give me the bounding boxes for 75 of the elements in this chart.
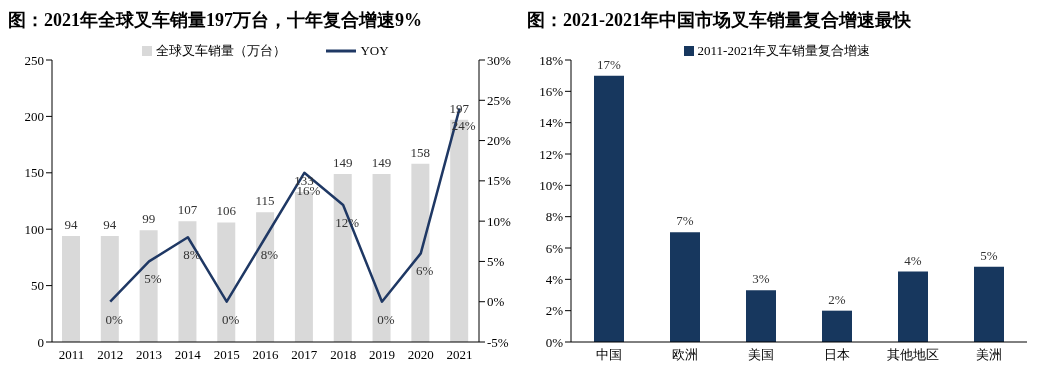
y-tick-label: 0 (37, 334, 44, 350)
data-label: 5% (980, 247, 998, 263)
data-label: 94 (64, 216, 78, 232)
x-tick-label: 2013 (136, 347, 163, 363)
y2-tick-label: 0% (487, 294, 505, 310)
data-label: 17% (597, 56, 622, 72)
x-tick-label: 2014 (174, 347, 202, 363)
bar (974, 266, 1004, 342)
y-tick-label: 12% (539, 146, 564, 162)
y-tick-label: 6% (545, 240, 564, 256)
chart-title: 图：2021-2021年中国市场叉车销量复合增速最快 (527, 9, 912, 32)
y-tick-label: 200 (24, 109, 44, 125)
y-tick-label: 100 (24, 221, 44, 237)
bar (746, 290, 776, 342)
data-label: 6% (416, 263, 434, 279)
bar (594, 75, 624, 342)
data-label: 107 (177, 202, 198, 218)
legend-label: 2011-2021年叉车销量复合增速 (697, 42, 871, 60)
data-label: 5% (144, 271, 162, 287)
y-tick-label: 0% (545, 334, 564, 350)
y-tick-label: 250 (24, 52, 44, 68)
y2-tick-label: 5% (487, 254, 505, 270)
data-label: 0% (222, 311, 240, 327)
data-label: 149 (332, 154, 353, 170)
bar (670, 232, 700, 342)
x-tick-label: 2012 (97, 347, 124, 363)
y-tick-label: 16% (539, 83, 564, 99)
x-tick-label: 2018 (330, 347, 357, 363)
data-label: 197 (449, 100, 470, 116)
data-label: 0% (105, 311, 124, 327)
y-tick-label: 10% (539, 177, 564, 193)
x-tick-label: 美国 (748, 347, 774, 363)
y-tick-label: 8% (545, 209, 564, 225)
x-tick-label: 2011 (58, 347, 85, 363)
y-tick-label: 150 (24, 165, 44, 181)
chart-title: 图：2021年全球叉车销量197万台，十年复合增速9% (8, 9, 423, 32)
y2-tick-label: 15% (487, 173, 511, 189)
data-label: 8% (260, 247, 279, 263)
data-label: 158 (410, 144, 431, 160)
x-tick-label: 2016 (252, 347, 279, 363)
x-tick-label: 2015 (213, 347, 240, 363)
x-tick-label: 其他地区 (887, 347, 939, 363)
legend-label: YOY (360, 43, 389, 59)
x-tick-label: 中国 (596, 347, 622, 363)
x-tick-label: 日本 (824, 347, 850, 363)
bar (62, 235, 80, 342)
x-tick-label: 2017 (291, 347, 318, 363)
y2-tick-label: -5% (487, 334, 509, 350)
data-label: 149 (371, 154, 392, 170)
data-label: 2% (828, 291, 846, 307)
y2-tick-label: 10% (487, 213, 511, 229)
bar (898, 271, 928, 342)
data-label: 3% (752, 271, 770, 287)
x-tick-label: 2019 (368, 347, 395, 363)
y2-tick-label: 20% (487, 133, 511, 149)
data-label: 0% (377, 311, 395, 327)
y-tick-label: 4% (545, 271, 564, 287)
x-tick-label: 美洲 (976, 347, 1002, 363)
y-tick-label: 50 (31, 278, 44, 294)
y-tick-label: 14% (539, 115, 564, 131)
bar (822, 310, 852, 342)
data-label: 4% (904, 252, 922, 268)
y-tick-label: 2% (545, 303, 564, 319)
data-label: 106 (216, 203, 237, 219)
legend-label: 全球叉车销量（万台） (156, 42, 287, 60)
data-label: 115 (255, 193, 275, 209)
x-tick-label: 2020 (407, 347, 434, 363)
data-label: 7% (676, 213, 694, 229)
y-tick-label: 18% (539, 52, 564, 68)
data-label: 94 (103, 216, 117, 232)
data-label: 99 (142, 211, 156, 227)
x-tick-label: 2021 (446, 347, 473, 363)
x-tick-label: 欧洲 (672, 347, 698, 363)
y2-tick-label: 30% (487, 52, 511, 68)
y2-tick-label: 25% (487, 92, 511, 108)
